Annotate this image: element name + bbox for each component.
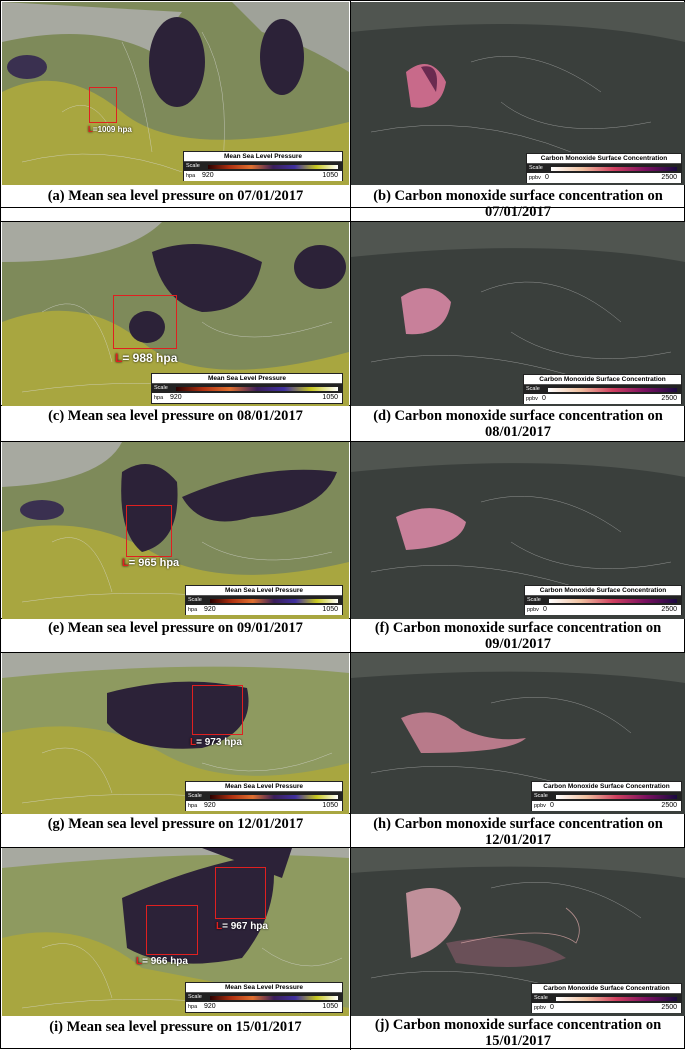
mslp-legend: Mean Sea Level Pressure Scale hpa 920 1050 xyxy=(185,585,343,615)
mslp-map-panel xyxy=(2,2,349,185)
row-divider xyxy=(1,207,685,208)
co-legend: Carbon Monoxide Surface Concentration Sc… xyxy=(523,374,682,404)
pressure-annotation: L= 967 hpa xyxy=(216,921,268,932)
caption-c: (c) Mean sea level pressure on 08/01/201… xyxy=(48,408,303,424)
caption-i: (i) Mean sea level pressure on 15/01/201… xyxy=(49,1019,302,1035)
low-pressure-box xyxy=(215,867,266,919)
caption-g: (g) Mean sea level pressure on 12/01/201… xyxy=(47,816,304,832)
caption-a: (a) Mean sea level pressure on 07/01/201… xyxy=(47,188,304,204)
mslp-legend: Mean Sea Level Pressure Scale hpa 920 1050 xyxy=(185,781,343,811)
low-pressure-box xyxy=(113,295,177,349)
caption-d: (d) Carbon monoxide surface concentratio… xyxy=(373,408,663,440)
mslp-legend: Mean Sea Level Pressure Scale hpa 920 1050 xyxy=(185,982,343,1013)
row-divider xyxy=(1,441,685,442)
caption-b: (b) Carbon monoxide surface concentratio… xyxy=(373,188,663,220)
row-divider xyxy=(1,221,685,222)
pressure-annotation: L= 966 hpa xyxy=(136,956,188,967)
low-pressure-box xyxy=(89,87,117,123)
pressure-annotation: L= 973 hpa xyxy=(190,737,242,748)
caption-j: (j) Carbon monoxide surface concentratio… xyxy=(374,1017,662,1049)
row-divider xyxy=(1,847,685,848)
pressure-annotation: L= 965 hpa xyxy=(122,557,180,569)
caption-e: (e) Mean sea level pressure on 09/01/201… xyxy=(48,620,303,636)
low-pressure-box xyxy=(192,685,243,735)
caption-f: (f) Carbon monoxide surface concentratio… xyxy=(374,620,662,652)
co-legend: Carbon Monoxide Surface Concentration Sc… xyxy=(531,983,682,1013)
pressure-annotation: L=1009 hpa xyxy=(88,125,132,134)
mslp-legend: Mean Sea Level Pressure Scale hpa 920 1050 xyxy=(183,151,343,181)
mslp-legend: Mean Sea Level Pressure Scale hpa 920 1050 xyxy=(151,373,343,404)
co-legend: Carbon Monoxide Surface Concentration Sc… xyxy=(524,585,682,615)
co-legend: Carbon Monoxide Surface Concentration Sc… xyxy=(531,781,682,811)
caption-h: (h) Carbon monoxide surface concentratio… xyxy=(373,816,663,848)
low-pressure-box xyxy=(126,505,172,557)
co-legend: Carbon Monoxide Surface Concentration Sc… xyxy=(526,153,682,183)
co-map-panel xyxy=(351,653,685,814)
low-pressure-box xyxy=(146,905,198,955)
row-divider xyxy=(1,652,685,653)
pressure-annotation: L= 988 hpa xyxy=(115,351,178,365)
column-divider xyxy=(350,1,351,1050)
